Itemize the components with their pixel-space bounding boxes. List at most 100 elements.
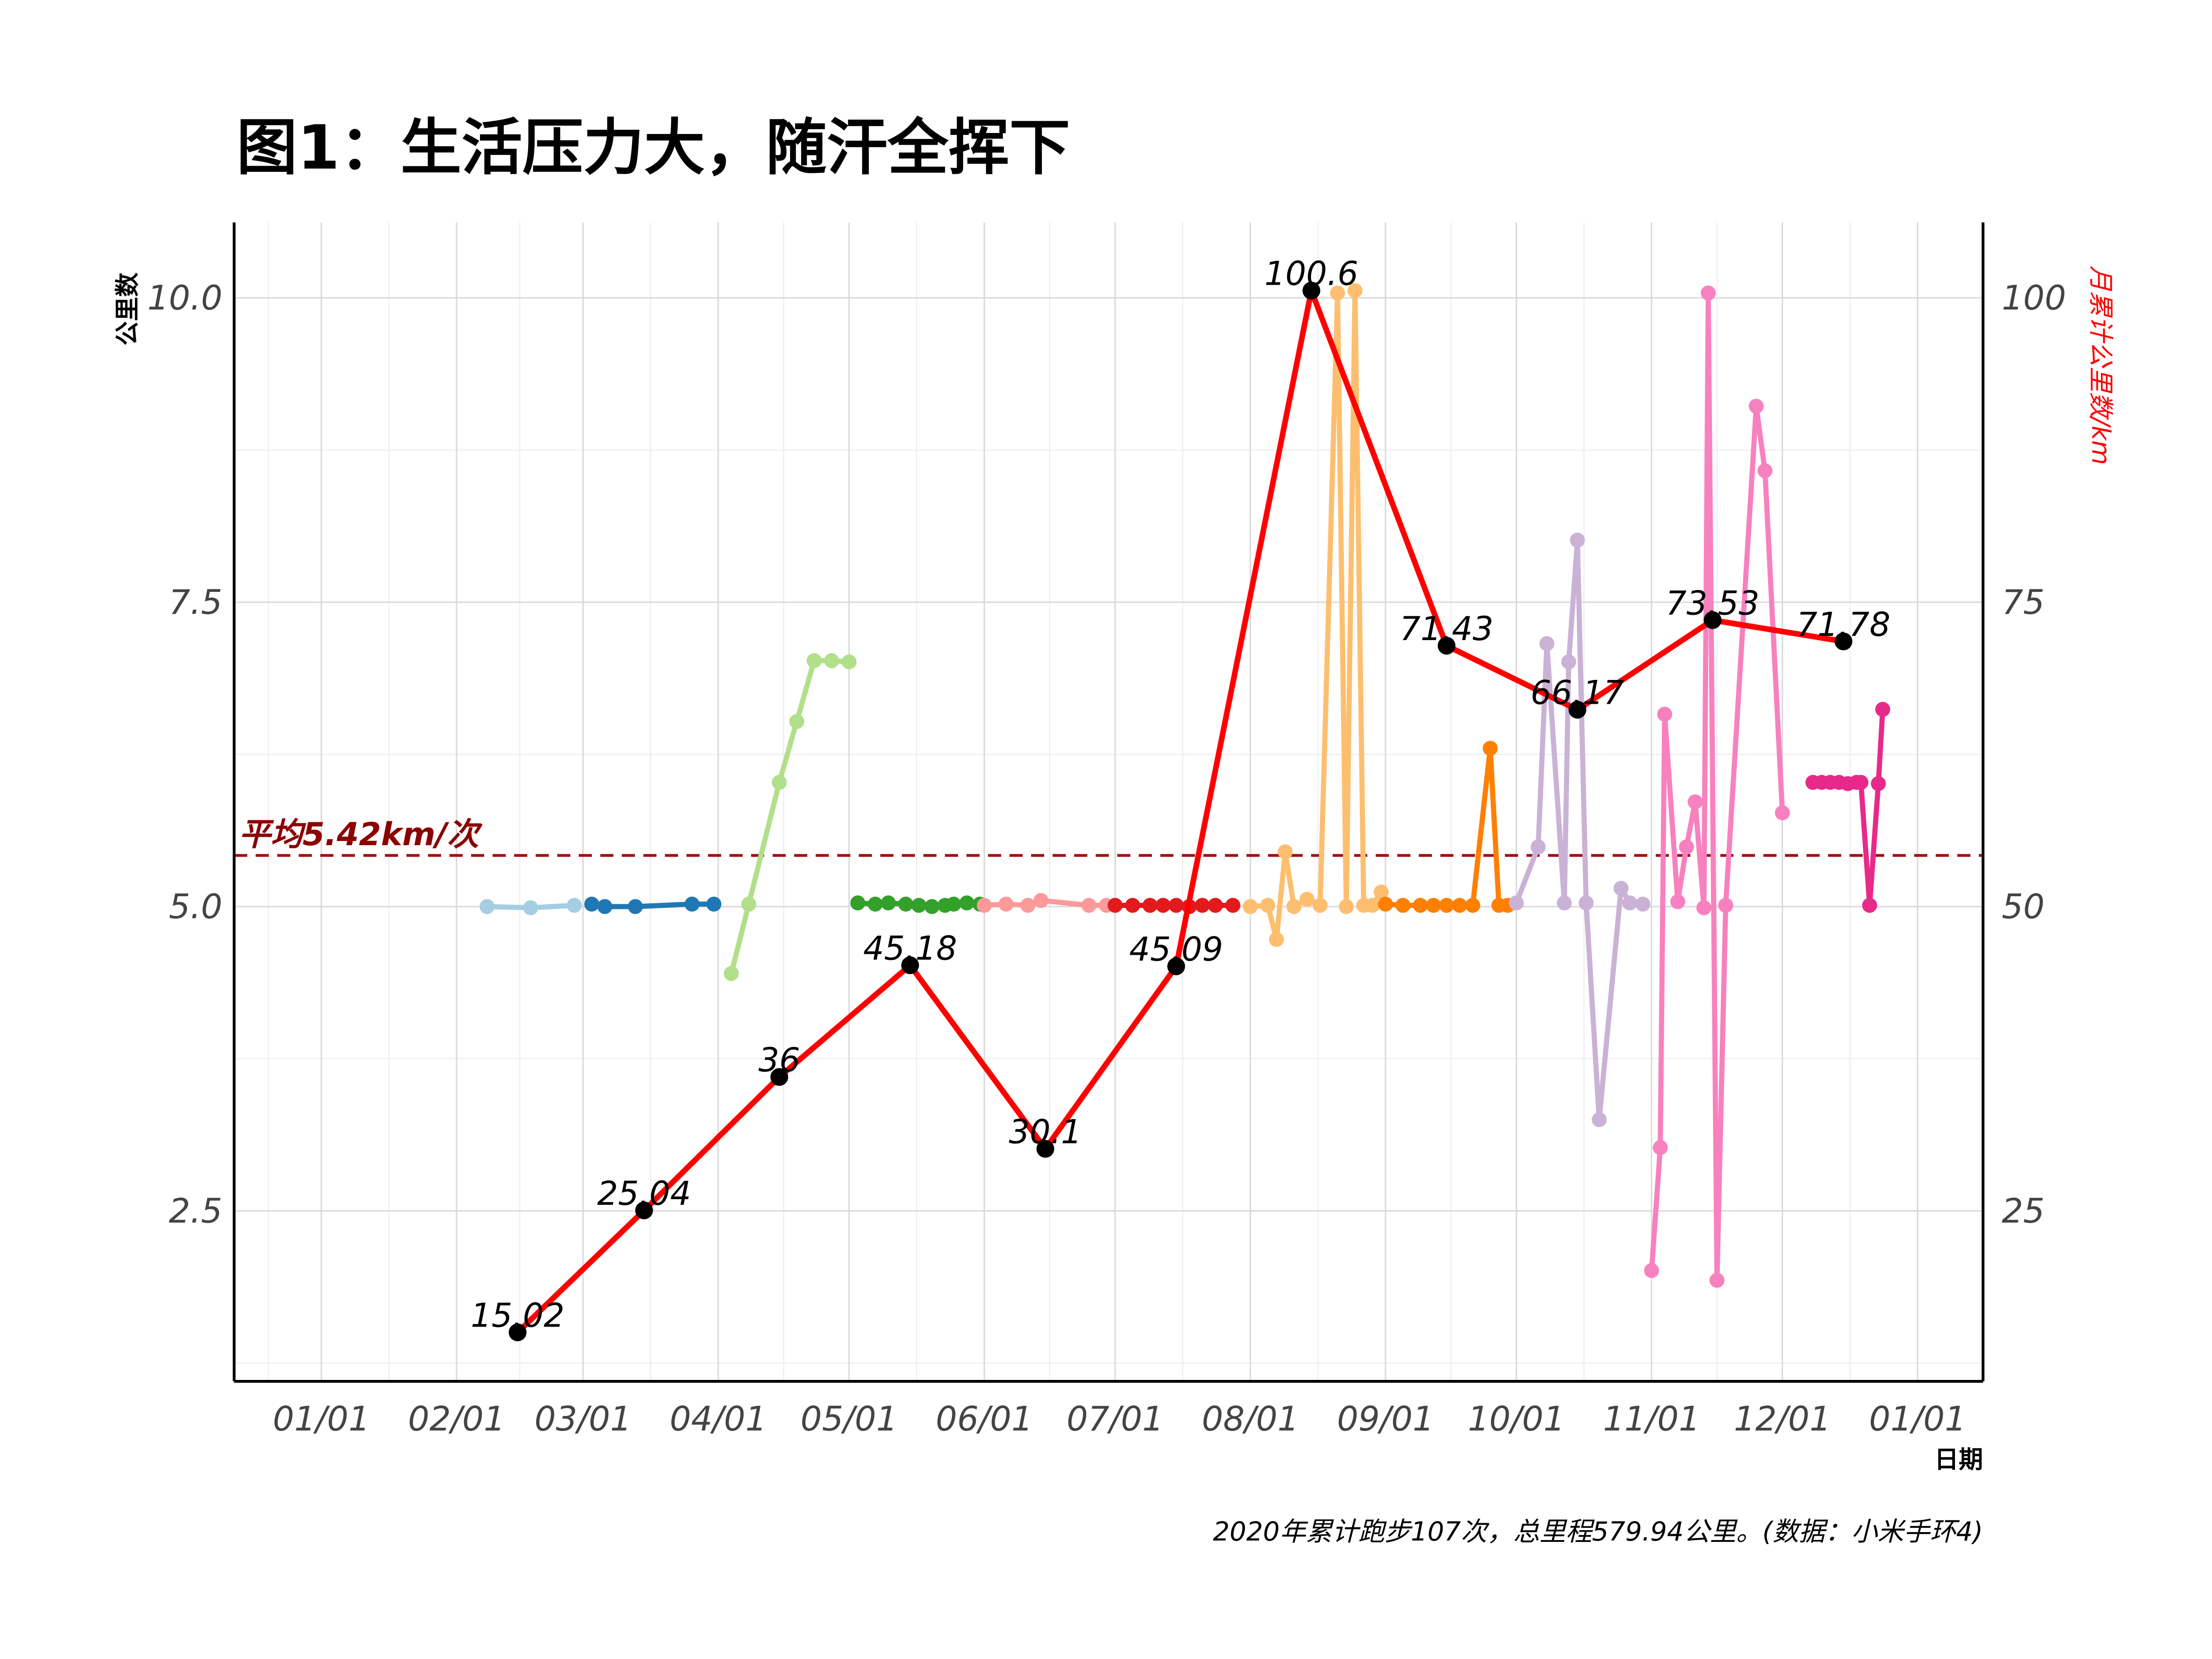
- series-point: [523, 900, 538, 915]
- y-right-tick-label: 25: [2002, 1191, 2045, 1231]
- series-point: [1875, 701, 1890, 717]
- series-point: [584, 896, 599, 912]
- chart-title: 图1：生活压力大，随汗全挥下: [236, 112, 1070, 183]
- monthly-data-label: 15.02: [471, 1296, 564, 1335]
- average-label: 平均5.42km/次: [239, 816, 483, 853]
- series-point: [1033, 893, 1049, 908]
- series-point: [824, 653, 840, 668]
- series-point: [706, 896, 722, 912]
- monthly-data-label: 73.53: [1666, 584, 1759, 622]
- monthly-point: [1834, 632, 1852, 650]
- series-point: [567, 898, 582, 913]
- series-point: [1312, 898, 1328, 913]
- y-tick-label: 10.0: [147, 278, 222, 317]
- series-point: [1570, 532, 1585, 548]
- series-point: [1378, 896, 1393, 912]
- series-point: [1439, 898, 1454, 913]
- series-point: [597, 899, 612, 914]
- monthly-data-label: 100.6: [1264, 255, 1358, 293]
- monthly-point: [509, 1323, 527, 1342]
- x-tick-label: 11/01: [1603, 1399, 1700, 1438]
- series-point: [1194, 898, 1210, 913]
- series-point: [1395, 898, 1411, 913]
- series-point: [1413, 898, 1428, 913]
- series-point: [1509, 895, 1524, 911]
- y-right-tick-label: 50: [2002, 887, 2045, 926]
- series-point: [1652, 1140, 1668, 1155]
- series-point: [806, 653, 822, 668]
- monthly-data-label: 66.17: [1531, 674, 1624, 712]
- series-point: [1709, 1273, 1725, 1288]
- y-right-tick-label: 100: [2002, 278, 2066, 317]
- series-point: [1679, 839, 1694, 855]
- series-point: [1622, 895, 1637, 911]
- y-right-tick-label: 75: [2002, 582, 2045, 622]
- series-point: [1155, 898, 1171, 913]
- monthly-cumulative-series: 15.02 25.04 36 45.18 30.1 45.09 100.6 71.43 66.1…: [471, 255, 1890, 1342]
- monthly-point: [770, 1068, 789, 1086]
- series-point: [1225, 898, 1240, 913]
- series-point: [1168, 898, 1184, 913]
- monthly-data-label: 45.09: [1129, 930, 1223, 969]
- monthly-data-label: 30.1: [1009, 1113, 1082, 1151]
- series-point: [1853, 774, 1869, 790]
- series-point: [1373, 884, 1389, 900]
- monthly-point: [1036, 1140, 1054, 1158]
- monthly-line: [516, 288, 1844, 1335]
- series-point: [1696, 900, 1711, 915]
- monthly-point: [1568, 700, 1586, 719]
- x-tick-label: 02/01: [408, 1399, 505, 1438]
- y-axis-right-title: 月累计公里数/km: [2086, 265, 2116, 465]
- series-point: [1243, 899, 1258, 914]
- series-point: [1107, 898, 1123, 913]
- series-point: [684, 896, 700, 912]
- x-tick-label: 07/01: [1067, 1399, 1164, 1438]
- series-point: [1339, 899, 1354, 914]
- average-line: 平均5.42km/次: [234, 816, 1983, 857]
- series-point: [1657, 707, 1673, 722]
- series-point: [1561, 654, 1577, 670]
- series-point: [977, 898, 992, 913]
- x-tick-label: 10/01: [1468, 1399, 1565, 1438]
- x-tick-label: 03/01: [534, 1399, 632, 1438]
- series-point: [1452, 898, 1467, 913]
- series-point: [1578, 895, 1594, 911]
- series-point: [1125, 898, 1140, 913]
- x-tick-label: 05/01: [801, 1399, 898, 1438]
- series-point: [1465, 898, 1481, 913]
- daily-series: [479, 283, 1890, 1288]
- series-line: [1810, 707, 1886, 908]
- series-point: [1862, 898, 1877, 913]
- series-point: [741, 896, 757, 912]
- series-point: [1701, 285, 1716, 301]
- series-point: [1718, 898, 1733, 913]
- monthly-point: [1167, 957, 1185, 975]
- series-point: [868, 896, 883, 912]
- y-tick-label: 2.5: [169, 1191, 222, 1231]
- series-point: [627, 899, 643, 914]
- monthly-data-label: 71.43: [1400, 610, 1493, 648]
- series-point: [1299, 892, 1315, 907]
- series-point: [723, 966, 739, 981]
- series-point: [1592, 1112, 1607, 1128]
- monthly-data-label: 71.78: [1797, 605, 1890, 644]
- series-point: [998, 896, 1014, 912]
- series-point: [1670, 894, 1686, 909]
- series-point: [1286, 899, 1302, 914]
- x-tick-label: 06/01: [936, 1399, 1033, 1438]
- x-tick-label: 01/01: [273, 1399, 370, 1438]
- series-point: [789, 714, 804, 729]
- series-point: [898, 896, 914, 912]
- x-tick-label: 09/01: [1337, 1399, 1434, 1438]
- series-point: [1277, 844, 1293, 860]
- series-point: [1081, 898, 1097, 913]
- series-point: [1426, 898, 1441, 913]
- series-point: [911, 898, 927, 913]
- monthly-point: [635, 1201, 653, 1219]
- series-point: [1365, 898, 1380, 913]
- y-tick-label: 7.5: [169, 582, 222, 622]
- series-point: [1613, 881, 1629, 896]
- series-point: [1556, 895, 1572, 911]
- series-point: [959, 895, 974, 911]
